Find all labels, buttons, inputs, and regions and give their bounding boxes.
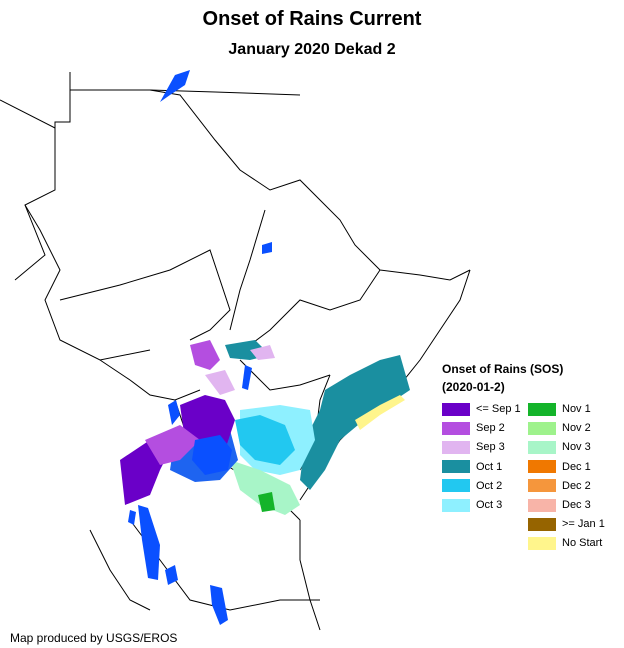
- legend-swatch: [442, 421, 470, 435]
- border-sudan-ssudan: [59, 249, 231, 341]
- lake-victoria: [192, 435, 232, 475]
- legend-swatch: [442, 402, 470, 416]
- legend-label: Nov 2: [562, 422, 591, 435]
- legend-swatch: [528, 517, 556, 531]
- legend-swatch: [442, 498, 470, 512]
- legend-label: Nov 1: [562, 403, 591, 415]
- legend-swatch: [528, 402, 556, 416]
- area-oct2-kenya: [235, 415, 295, 465]
- lake-rukwa: [165, 565, 178, 585]
- legend-item: Dec 2: [528, 479, 591, 493]
- map-subtitle: January 2020 Dekad 2: [228, 41, 396, 58]
- onset-areas: [120, 340, 410, 515]
- legend-label: Sep 2: [476, 422, 505, 435]
- lake-tanganyika: [138, 505, 160, 580]
- border-coastline-red-sea: [149, 89, 471, 281]
- legend-item: <= Sep 1: [442, 402, 521, 416]
- area-sep3-ssudan: [205, 370, 235, 395]
- legend-swatch: [528, 498, 556, 512]
- legend-swatch: [528, 421, 556, 435]
- legend-swatch: [442, 460, 470, 474]
- legend-item: Dec 3: [528, 498, 591, 512]
- border-ethiopia-somalia: [249, 269, 381, 346]
- legend-date: (2020-01-2): [442, 380, 505, 394]
- area-sep2-ssudan: [190, 340, 220, 370]
- lake-malawi: [210, 585, 228, 625]
- legend-swatch: [528, 479, 556, 493]
- border-ethiopia-kenya: [239, 359, 331, 391]
- legend-label: Nov 3: [562, 441, 591, 454]
- lake-kivu: [128, 510, 136, 525]
- legend-item: Sep 2: [442, 421, 505, 435]
- legend-item: Nov 3: [528, 440, 591, 454]
- legend-item: No Start: [528, 536, 602, 550]
- legend-swatch: [528, 536, 556, 550]
- legend-item: Nov 2: [528, 421, 591, 435]
- legend-item: Oct 1: [442, 460, 502, 474]
- legend-item: >= Jan 1: [528, 517, 605, 531]
- legend-swatch: [528, 440, 556, 454]
- legend-label: Dec 3: [562, 499, 591, 511]
- legend-item: Sep 3: [442, 440, 505, 454]
- legend-label: Oct 1: [476, 460, 503, 473]
- area-nostart-somalia: [355, 395, 405, 430]
- lake-tana: [262, 242, 272, 254]
- legend-label: Sep 3: [476, 441, 505, 454]
- legend-title: Onset of Rains (SOS): [442, 362, 564, 376]
- legend-label: No Start: [562, 537, 603, 550]
- legend-swatch: [442, 479, 470, 493]
- legend-swatch: [442, 440, 470, 454]
- border-sudan-ethiopia: [229, 209, 266, 331]
- legend-items: <= Sep 1 Sep 2 Sep 3 Oct 1 Oct 2 Oct 3 Nov 1 No…: [442, 402, 622, 562]
- legend-item: Oct 3: [442, 498, 502, 512]
- border-drc-zambia: [89, 529, 151, 611]
- area-nov3-kenya: [230, 460, 300, 515]
- legend-label: <= Sep 1: [476, 403, 521, 415]
- border-libya-coast: [0, 99, 56, 129]
- legend-label: Oct 2: [476, 479, 503, 492]
- lake-nasser: [160, 70, 190, 102]
- area-oct1-somalia: [300, 355, 410, 490]
- border-egypt-sudan: [70, 89, 301, 96]
- legend-item: Dec 1: [528, 460, 591, 474]
- area-nov1-kenya: [258, 492, 275, 512]
- border-egypt-libya: [14, 72, 71, 281]
- legend-label: >= Jan 1: [562, 518, 605, 531]
- map-title: Onset of Rains Current: [202, 8, 422, 30]
- legend-swatch: [528, 460, 556, 474]
- area-sep2-drc: [145, 425, 200, 465]
- map-credit: Map produced by USGS/EROS: [10, 631, 178, 645]
- water-bodies: [128, 70, 272, 625]
- border-sudan-chad: [24, 204, 151, 361]
- lake-turkana: [242, 365, 252, 390]
- legend-label: Oct 3: [476, 499, 503, 511]
- legend: Onset of Rains (SOS) (2020-01-2) <= Sep …: [442, 360, 622, 562]
- legend-item: Nov 1: [528, 402, 591, 416]
- lake-albert: [168, 400, 180, 425]
- legend-item: Oct 2: [442, 479, 502, 493]
- legend-label: Dec 1: [562, 460, 591, 473]
- legend-label: Dec 2: [562, 479, 591, 492]
- area-sep3-eth: [250, 345, 275, 360]
- border-ssudan-car: [99, 359, 201, 401]
- border-tanzania-coast: [299, 520, 321, 631]
